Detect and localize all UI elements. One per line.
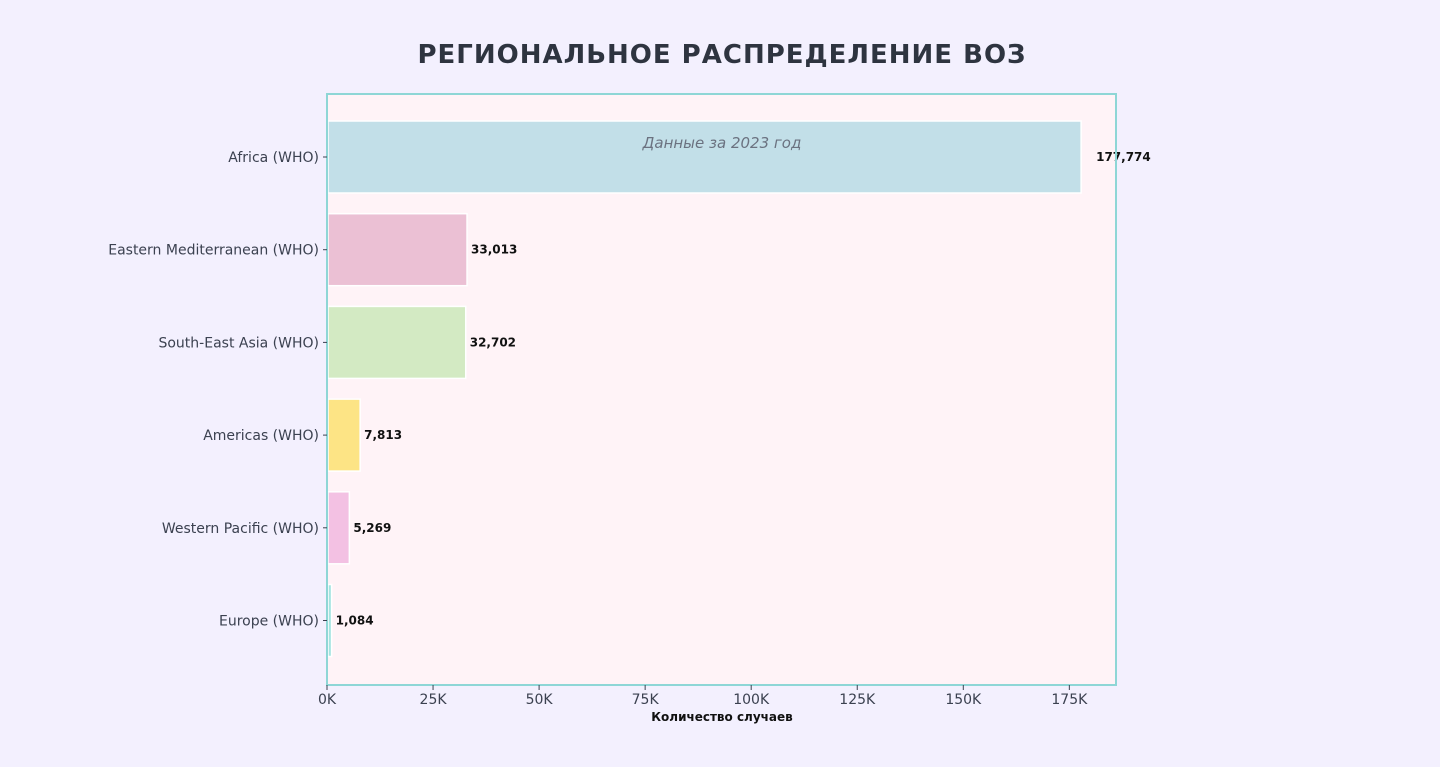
x-tick-label-7: 175K	[1051, 692, 1088, 708]
value-label-0: 177,774	[1096, 150, 1151, 164]
category-label-4: Western Pacific (WHO)	[162, 521, 319, 537]
x-axis-label: Количество случаев	[651, 710, 793, 724]
x-tick-label-5: 125K	[839, 692, 876, 708]
x-tick-label-3: 75K	[632, 692, 660, 708]
bar-4	[327, 491, 351, 565]
x-tick-label-1: 25K	[420, 692, 448, 708]
value-label-5: 1,084	[336, 614, 374, 628]
category-label-1: Eastern Mediterranean (WHO)	[108, 243, 319, 259]
bar-2	[327, 305, 467, 380]
x-tick-label-6: 150K	[945, 692, 982, 708]
category-label-2: South-East Asia (WHO)	[158, 335, 319, 351]
value-label-4: 5,269	[353, 521, 391, 535]
x-tick-label-0: 0K	[318, 692, 337, 708]
value-label-2: 32,702	[470, 335, 516, 349]
bars-group	[327, 120, 1082, 658]
x-tick-label-2: 50K	[526, 692, 554, 708]
y-axis: Africa (WHO) Eastern Mediterranean (WHO) S…	[108, 150, 327, 630]
category-label-0: Africa (WHO)	[228, 150, 319, 166]
bar-0	[327, 120, 1082, 194]
x-axis: 0K 25K 50K 75K 100K 125K 150K 175K	[318, 685, 1088, 708]
x-tick-label-4: 100K	[733, 692, 770, 708]
bar-5	[327, 583, 333, 658]
bar-1	[327, 212, 468, 287]
bar-3	[327, 398, 361, 472]
chart-annotation: Данные за 2023 год	[642, 134, 802, 152]
category-label-3: Americas (WHO)	[203, 428, 319, 444]
value-labels-group: 177,774 33,013 32,702 7,813 5,269 1,084	[336, 150, 1151, 628]
value-label-3: 7,813	[364, 428, 402, 442]
plot-frame	[326, 93, 1117, 686]
value-label-1: 33,013	[471, 243, 517, 257]
chart-title: РЕГИОНАЛЬНОЕ РАСПРЕДЕЛЕНИЕ ВОЗ	[417, 40, 1026, 70]
category-label-5: Europe (WHO)	[219, 614, 319, 630]
